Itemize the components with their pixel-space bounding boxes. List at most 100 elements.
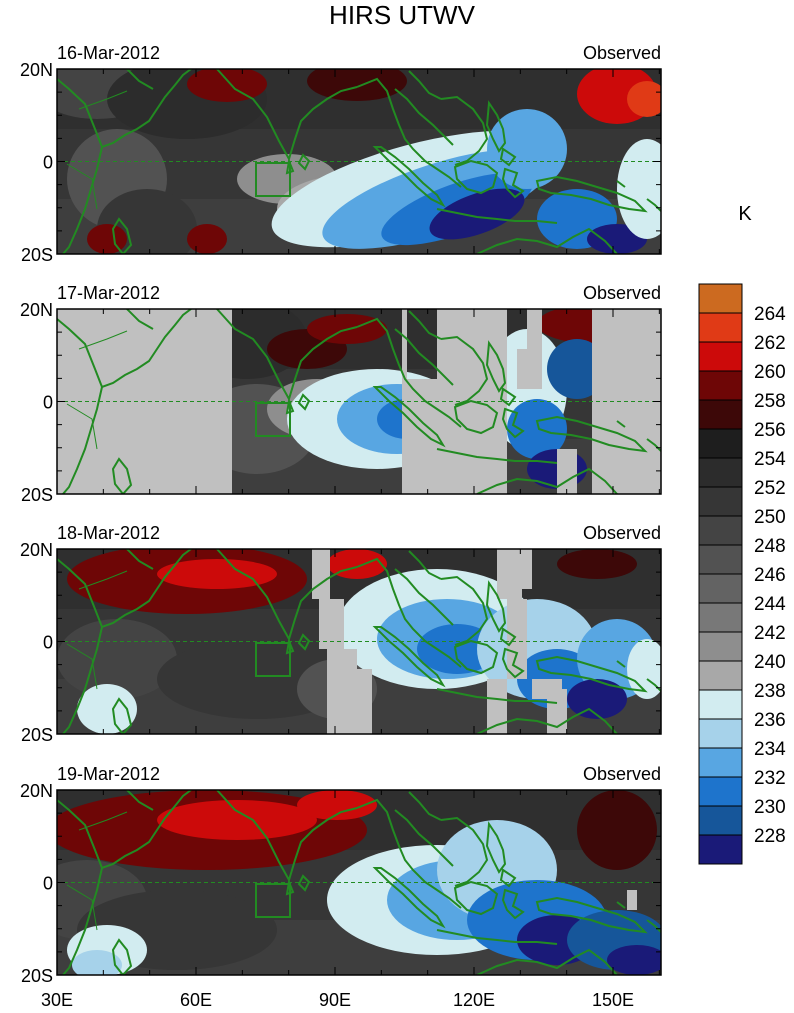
- contour-region: [87, 224, 127, 254]
- colorbar-swatch: [698, 544, 743, 575]
- colorbar-label: 228: [754, 826, 786, 847]
- lat-tick-label: 0: [43, 393, 53, 413]
- missing-data-region: [487, 679, 507, 734]
- colorbar-swatch: [698, 573, 743, 604]
- colorbar-label: 240: [754, 652, 786, 673]
- figure-title: HIRS UTWV: [329, 0, 476, 30]
- colorbar-swatch: [698, 718, 743, 749]
- contour-region: [627, 81, 661, 117]
- contour-region: [157, 559, 277, 589]
- contour-region: [607, 945, 661, 975]
- lat-tick-label: 20N: [20, 60, 53, 80]
- longitude-axis: 30E 60E 90E 120E 150E: [41, 990, 634, 1010]
- contour-field: [57, 309, 661, 494]
- contour-region: [429, 188, 525, 240]
- contour-region: [507, 399, 567, 459]
- lat-tick-label: 20S: [21, 245, 53, 265]
- contour-region: [577, 790, 657, 870]
- lat-tick-label: 20N: [20, 781, 53, 801]
- colorbar-swatch: [698, 515, 743, 546]
- contour-field: [57, 69, 661, 254]
- colorbar-label: 252: [754, 478, 786, 499]
- panel-date: 18-Mar-2012: [57, 523, 160, 543]
- lat-tick-label: 20S: [21, 485, 53, 505]
- missing-data-region: [507, 599, 527, 679]
- colorbar-label: 242: [754, 623, 786, 644]
- missing-data-region: [312, 549, 330, 599]
- colorbar-label: 258: [754, 391, 786, 412]
- colorbar-swatch: [698, 399, 743, 430]
- colorbar-swatch: [698, 660, 743, 691]
- map-panel: 20N 0 20S 18-Mar-2012 Observed: [20, 523, 662, 745]
- lon-tick-label-30e: 30E: [41, 990, 73, 1010]
- lat-tick-label: 20N: [20, 540, 53, 560]
- contour-region: [297, 790, 377, 820]
- colorbar: K 264 262 260 258 256 254 252 250 248 246 244 242 24…: [698, 203, 786, 865]
- colorbar-swatch: [698, 341, 743, 372]
- missing-data-region: [319, 599, 344, 649]
- colorbar-label: 262: [754, 333, 786, 354]
- colorbar-label: 260: [754, 362, 786, 383]
- lon-tick-label-60e: 60E: [180, 990, 212, 1010]
- colorbar-label: 230: [754, 797, 786, 818]
- lat-tick-label: 0: [43, 153, 53, 173]
- missing-data-region: [205, 429, 215, 494]
- colorbar-label: 238: [754, 681, 786, 702]
- panel-label: Observed: [583, 283, 661, 303]
- panel-label: Observed: [583, 764, 661, 784]
- colorbar-swatch: [698, 747, 743, 778]
- contour-region: [617, 139, 661, 239]
- colorbar-label: 232: [754, 768, 786, 789]
- missing-data-region: [402, 309, 407, 494]
- lon-tick-label-150e: 150E: [592, 990, 634, 1010]
- panel-ticks: [56, 789, 661, 976]
- missing-data-region: [517, 549, 532, 589]
- panel-date: 16-Mar-2012: [57, 43, 160, 63]
- contour-region: [157, 800, 317, 840]
- map-panel: 20N 0 20S 19-Mar-2012 Observed: [20, 764, 662, 986]
- colorbar-swatch: [698, 602, 743, 633]
- contour-region: [187, 224, 227, 254]
- panel-label: Observed: [583, 43, 661, 63]
- contour-region: [72, 950, 122, 975]
- colorbar-swatch: [698, 486, 743, 517]
- contour-field: [57, 790, 661, 975]
- lon-tick-label-90e: 90E: [319, 990, 351, 1010]
- lon-tick-label-120e: 120E: [453, 990, 495, 1010]
- colorbar-swatch: [698, 805, 743, 836]
- colorbar-label: 246: [754, 565, 786, 586]
- colorbar-swatch: [698, 370, 743, 401]
- colorbar-label: 256: [754, 420, 786, 441]
- panel-ticks: [56, 548, 661, 735]
- colorbar-label: 254: [754, 449, 786, 470]
- missing-data-region: [407, 379, 437, 494]
- panel-ticks: [56, 68, 661, 255]
- colorbar-label: 250: [754, 507, 786, 528]
- colorbar-label: 236: [754, 710, 786, 731]
- lat-tick-label: 20S: [21, 966, 53, 986]
- colorbar-swatch: [698, 457, 743, 488]
- colorbar-label: 248: [754, 536, 786, 557]
- colorbar-label: 264: [754, 304, 786, 325]
- contour-field: [57, 549, 661, 734]
- contour-region: [417, 624, 497, 674]
- colorbar-swatch: [698, 283, 743, 314]
- colorbar-swatch: [698, 312, 743, 343]
- contour-region: [307, 69, 407, 101]
- colorbar-swatches: 264 262 260 258 256 254 252 250 248 246 244 242 240 2…: [698, 283, 786, 865]
- panel-ticks: [56, 308, 661, 495]
- contour-region: [557, 549, 637, 579]
- colorbar-swatch: [698, 834, 743, 865]
- missing-data-region: [627, 890, 637, 910]
- panel-date: 19-Mar-2012: [57, 764, 160, 784]
- contour-region: [187, 69, 267, 102]
- lat-tick-label: 0: [43, 874, 53, 894]
- map-panel: 20N 0 20S 16-Mar-2012 Observed: [20, 43, 662, 265]
- colorbar-swatch: [698, 776, 743, 807]
- lat-tick-label: 20S: [21, 725, 53, 745]
- missing-data-region: [517, 349, 542, 389]
- missing-data-region: [352, 669, 372, 734]
- colorbar-swatch: [698, 631, 743, 662]
